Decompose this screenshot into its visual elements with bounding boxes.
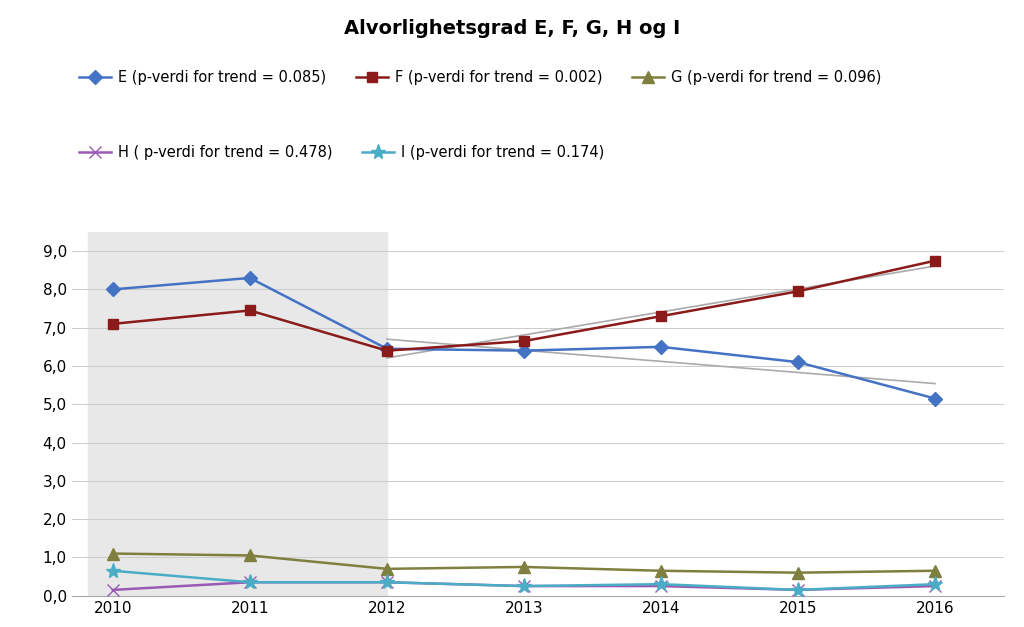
F (p-verdi for trend = 0.002) bbox=[106, 320, 119, 328]
F (p-verdi for trend = 0.002) bbox=[244, 307, 256, 314]
G (p-verdi for trend = 0.096) bbox=[518, 563, 530, 571]
F (p-verdi for trend = 0.002) bbox=[381, 347, 393, 354]
H ( p-verdi for trend = 0.478) bbox=[792, 586, 804, 594]
I (p-verdi for trend = 0.174) bbox=[106, 567, 119, 574]
E (p-verdi for trend = 0.085) bbox=[244, 274, 256, 282]
F (p-verdi for trend = 0.002) bbox=[518, 337, 530, 345]
F (p-verdi for trend = 0.002) bbox=[792, 288, 804, 295]
G (p-verdi for trend = 0.096) bbox=[929, 567, 941, 574]
F (p-verdi for trend = 0.002) bbox=[929, 257, 941, 265]
F (p-verdi for trend = 0.002) bbox=[654, 312, 667, 320]
Line: I (p-verdi for trend = 0.174): I (p-verdi for trend = 0.174) bbox=[105, 563, 943, 598]
E (p-verdi for trend = 0.085) bbox=[381, 345, 393, 352]
Bar bbox=[88, 232, 387, 596]
H ( p-verdi for trend = 0.478) bbox=[106, 586, 119, 594]
G (p-verdi for trend = 0.096) bbox=[244, 552, 256, 559]
G (p-verdi for trend = 0.096) bbox=[792, 569, 804, 576]
E (p-verdi for trend = 0.085) bbox=[518, 347, 530, 354]
Line: G (p-verdi for trend = 0.096): G (p-verdi for trend = 0.096) bbox=[108, 548, 941, 578]
E (p-verdi for trend = 0.085) bbox=[929, 395, 941, 403]
I (p-verdi for trend = 0.174) bbox=[518, 582, 530, 590]
Line: F (p-verdi for trend = 0.002): F (p-verdi for trend = 0.002) bbox=[108, 256, 940, 356]
I (p-verdi for trend = 0.174) bbox=[244, 579, 256, 586]
I (p-verdi for trend = 0.174) bbox=[929, 581, 941, 588]
E (p-verdi for trend = 0.085) bbox=[654, 343, 667, 350]
G (p-verdi for trend = 0.096) bbox=[381, 565, 393, 572]
I (p-verdi for trend = 0.174) bbox=[381, 579, 393, 586]
G (p-verdi for trend = 0.096) bbox=[106, 550, 119, 557]
I (p-verdi for trend = 0.174) bbox=[792, 586, 804, 594]
Line: H ( p-verdi for trend = 0.478): H ( p-verdi for trend = 0.478) bbox=[106, 576, 941, 596]
H ( p-verdi for trend = 0.478) bbox=[929, 582, 941, 590]
Line: E (p-verdi for trend = 0.085): E (p-verdi for trend = 0.085) bbox=[108, 273, 940, 403]
E (p-verdi for trend = 0.085) bbox=[792, 359, 804, 366]
H ( p-verdi for trend = 0.478) bbox=[244, 579, 256, 586]
Legend: H ( p-verdi for trend = 0.478), I (p-verdi for trend = 0.174): H ( p-verdi for trend = 0.478), I (p-ver… bbox=[79, 145, 604, 161]
H ( p-verdi for trend = 0.478) bbox=[518, 582, 530, 590]
Legend: E (p-verdi for trend = 0.085), F (p-verdi for trend = 0.002), G (p-verdi for tre: E (p-verdi for trend = 0.085), F (p-verd… bbox=[79, 70, 882, 85]
G (p-verdi for trend = 0.096) bbox=[654, 567, 667, 574]
I (p-verdi for trend = 0.174) bbox=[654, 581, 667, 588]
H ( p-verdi for trend = 0.478) bbox=[381, 579, 393, 586]
Text: Alvorlighetsgrad E, F, G, H og I: Alvorlighetsgrad E, F, G, H og I bbox=[344, 19, 680, 38]
H ( p-verdi for trend = 0.478) bbox=[654, 582, 667, 590]
E (p-verdi for trend = 0.085) bbox=[106, 286, 119, 293]
